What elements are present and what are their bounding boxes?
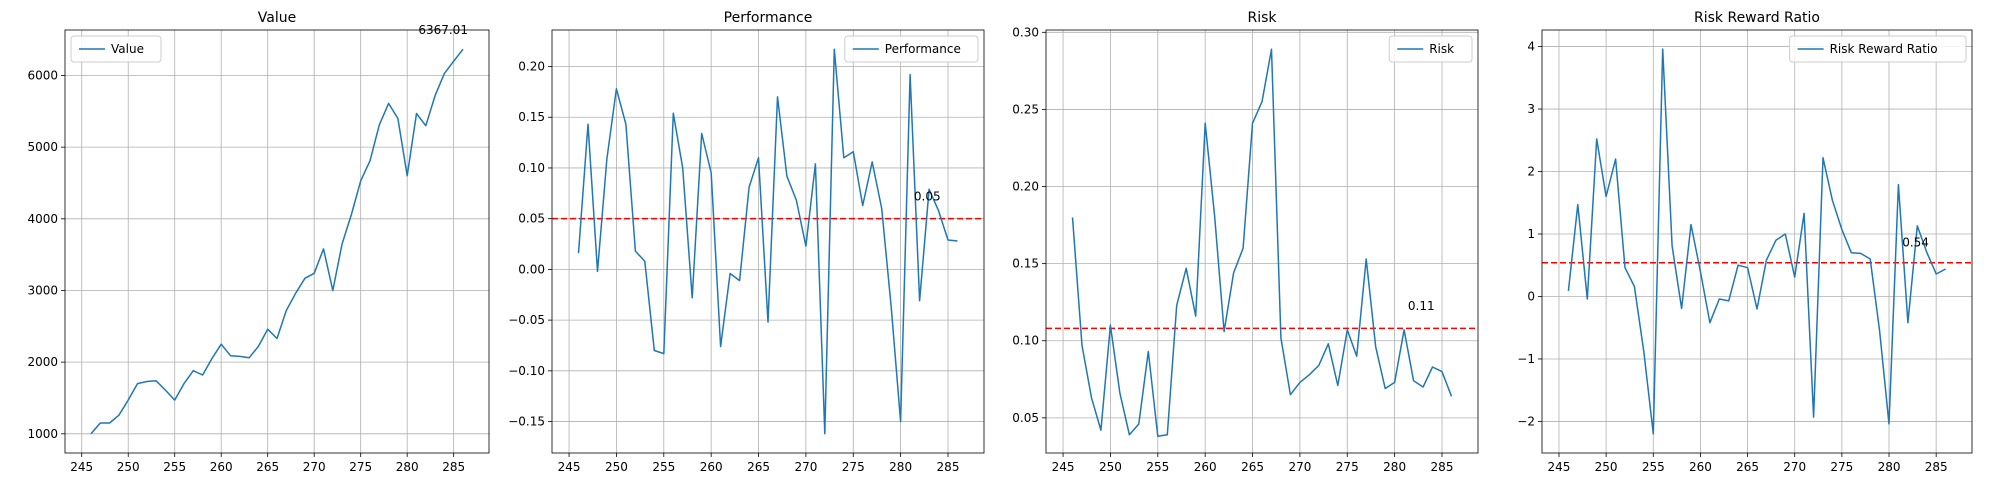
series-line-performance <box>577 48 958 435</box>
legend: Risk <box>1388 35 1473 63</box>
series-line-risk <box>1071 48 1453 438</box>
chart-risk: 245 250 255 260 265 270 275 280 285 0.05 0.10 0.15 0… <box>1012 10 1479 474</box>
x-tick-label: 250 <box>1595 460 1618 474</box>
x-tick-label: 270 <box>794 460 817 474</box>
x-tick-label: 260 <box>1194 460 1217 474</box>
legend: Performance <box>844 35 979 63</box>
chart-risk-reward-ratio: 245 250 255 260 265 270 275 280 285 −2 −1 0 1 2 3 4 Risk… <box>1517 10 1973 474</box>
value-annotation: 0.11 <box>1408 299 1435 313</box>
x-tick-label: 285 <box>937 460 960 474</box>
chart-title: Risk Reward Ratio <box>1694 10 1820 26</box>
value-annotation: 0.54 <box>1902 235 1929 249</box>
x-tick-label: 265 <box>1736 460 1759 474</box>
chart-performance: 245 250 255 260 265 270 275 280 285 −0.15 −0.10 −0.… <box>508 10 985 474</box>
legend-box <box>70 35 162 63</box>
value-annotation: 6367.01 <box>418 23 468 37</box>
y-tick-label: 0.15 <box>1012 257 1039 271</box>
y-tick-label: 0 <box>1527 289 1535 303</box>
axes-frame <box>64 29 490 454</box>
chart-title: Value <box>258 10 296 26</box>
legend-box <box>1789 35 1967 63</box>
legend: Value <box>70 35 162 63</box>
x-tick-label: 270 <box>303 460 326 474</box>
y-tick-label: −0.15 <box>508 415 545 429</box>
x-tick-label: 280 <box>1878 460 1901 474</box>
y-tick-label: 6000 <box>27 69 58 83</box>
y-tick-label: −0.05 <box>508 313 545 327</box>
x-tick-label: 250 <box>117 460 140 474</box>
x-tick-label: 275 <box>1830 460 1853 474</box>
series-line-risk-reward-ratio <box>1567 48 1946 435</box>
legend-box <box>844 35 979 63</box>
y-tick-label: 4000 <box>27 212 58 226</box>
axes-frame <box>551 29 985 454</box>
axes-frame <box>1541 29 1973 454</box>
y-tick-label: 0.00 <box>518 262 545 276</box>
chart-value: 245 250 255 260 265 270 275 280 285 1000 2000 3000 4… <box>27 10 490 474</box>
x-tick-label: 265 <box>256 460 279 474</box>
y-tick-label: 2000 <box>27 355 58 369</box>
x-tick-label: 260 <box>210 460 233 474</box>
x-tick-label: 280 <box>396 460 419 474</box>
y-tick-label: 0.10 <box>518 161 545 175</box>
chart-title: Performance <box>724 10 813 26</box>
legend-label: Value <box>111 42 144 56</box>
x-tick-label: 280 <box>1383 460 1406 474</box>
x-tick-label: 250 <box>605 460 628 474</box>
x-tick-label: 245 <box>1052 460 1075 474</box>
x-tick-label: 270 <box>1288 460 1311 474</box>
x-tick-label: 275 <box>842 460 865 474</box>
x-tick-label: 260 <box>1689 460 1712 474</box>
y-tick-label: 4 <box>1527 40 1535 54</box>
x-tick-label: 245 <box>558 460 581 474</box>
y-tick-label: 0.10 <box>1012 334 1039 348</box>
x-tick-label: 245 <box>70 460 93 474</box>
y-tick-label: −0.10 <box>508 364 545 378</box>
y-tick-label: 0.05 <box>1012 411 1039 425</box>
legend: Risk Reward Ratio <box>1789 35 1967 63</box>
x-tick-label: 265 <box>1241 460 1264 474</box>
x-tick-label: 270 <box>1783 460 1806 474</box>
y-tick-label: −1 <box>1517 352 1535 366</box>
x-tick-label: 255 <box>163 460 186 474</box>
x-tick-label: 245 <box>1548 460 1571 474</box>
x-tick-label: 265 <box>747 460 770 474</box>
y-tick-label: 1 <box>1527 227 1535 241</box>
y-tick-label: 3000 <box>27 283 58 297</box>
x-tick-label: 285 <box>1431 460 1454 474</box>
y-tick-label: 0.30 <box>1012 25 1039 39</box>
y-tick-label: 0.05 <box>518 212 545 226</box>
y-tick-label: 0.20 <box>1012 180 1039 194</box>
y-tick-label: 0.15 <box>518 110 545 124</box>
axes-frame <box>1045 29 1479 454</box>
x-tick-label: 255 <box>652 460 675 474</box>
series-line-value <box>90 48 464 435</box>
y-tick-label: 0.25 <box>1012 102 1039 116</box>
y-tick-label: 2 <box>1527 165 1535 179</box>
legend-label: Risk <box>1429 42 1454 56</box>
x-tick-label: 260 <box>700 460 723 474</box>
y-tick-label: 0.20 <box>518 60 545 74</box>
y-tick-label: 1000 <box>27 427 58 441</box>
y-tick-label: −2 <box>1517 414 1535 428</box>
x-tick-label: 275 <box>1336 460 1359 474</box>
legend-label: Performance <box>885 42 961 56</box>
y-tick-label: 5000 <box>27 140 58 154</box>
value-annotation: 0.05 <box>914 189 941 203</box>
x-tick-label: 285 <box>1925 460 1948 474</box>
y-tick-label: 3 <box>1527 102 1535 116</box>
legend-label: Risk Reward Ratio <box>1830 42 1938 56</box>
legend-box <box>1388 35 1473 63</box>
x-tick-label: 285 <box>442 460 465 474</box>
chart-title: Risk <box>1247 10 1277 26</box>
x-tick-label: 275 <box>349 460 372 474</box>
x-tick-label: 250 <box>1099 460 1122 474</box>
x-tick-label: 255 <box>1642 460 1665 474</box>
x-tick-label: 255 <box>1146 460 1169 474</box>
x-tick-label: 280 <box>889 460 912 474</box>
